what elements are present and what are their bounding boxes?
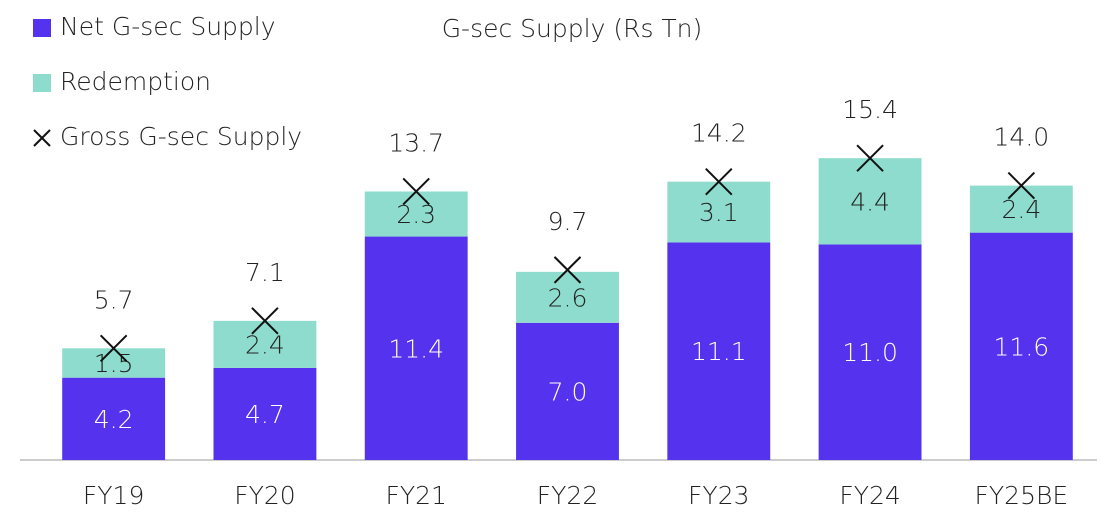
value-label: 9.7: [548, 207, 588, 236]
value-label: 1.5: [94, 349, 134, 378]
value-label: 13.7: [388, 128, 444, 157]
gross-marker: [1007, 171, 1036, 200]
bar-segment: [818, 158, 922, 245]
bar-segment: [667, 181, 771, 243]
value-label: 14.0: [994, 123, 1050, 152]
value-label: 11.6: [994, 332, 1050, 361]
value-label: 4.7: [245, 400, 285, 429]
chart-title: G-sec Supply (Rs Tn): [442, 14, 703, 43]
value-label: 11.1: [691, 337, 747, 366]
gross-marker: [99, 334, 128, 362]
bar-segment: [213, 367, 317, 460]
gross-marker: [402, 177, 430, 206]
bar-segment: [969, 232, 1073, 460]
legend-label: Redemption: [60, 67, 211, 96]
x-tick-label: FY19: [83, 481, 144, 510]
legend-marker: [33, 129, 51, 147]
bar-segment: [62, 377, 166, 460]
value-label: 14.2: [691, 119, 747, 148]
gross-marker: [705, 167, 733, 196]
value-label: 4.2: [94, 405, 134, 434]
value-label: 15.4: [842, 95, 898, 124]
legend-label: Net G-sec Supply: [60, 12, 276, 41]
bar-segment: [213, 320, 317, 368]
legend-label: Gross G-sec Supply: [60, 122, 302, 151]
legend-swatch: [33, 19, 51, 37]
bar-segment: [364, 191, 468, 237]
x-tick-label: FY21: [385, 481, 446, 510]
x-tick-label: FY20: [234, 481, 295, 510]
legend-swatch: [33, 74, 51, 92]
bar-segment: [516, 322, 619, 460]
bar-segment: [364, 236, 468, 460]
bar-segment: [969, 185, 1073, 233]
value-label: 3.1: [699, 198, 739, 227]
value-label: 2.4: [245, 330, 285, 359]
x-tick-label: FY23: [688, 481, 749, 510]
value-label: 11.4: [388, 334, 444, 363]
value-label: 5.7: [94, 285, 134, 314]
bar-segment: [667, 242, 771, 460]
x-tick-label: FY22: [537, 481, 598, 510]
value-label: 2.3: [396, 200, 436, 229]
bar-segment: [818, 244, 922, 460]
x-tick-label: FY25BE: [975, 481, 1069, 510]
value-label: 4.4: [850, 187, 890, 216]
bar-segment: [62, 348, 166, 378]
gross-marker: [251, 307, 279, 335]
value-label: 2.6: [548, 283, 588, 312]
x-tick-label: FY24: [839, 481, 900, 510]
value-label: 11.0: [842, 338, 898, 367]
bar-segment: [516, 271, 619, 323]
value-label: 7.0: [548, 377, 588, 406]
gross-marker: [553, 256, 582, 284]
value-label: 2.4: [1001, 195, 1041, 224]
gross-marker: [856, 144, 884, 172]
value-label: 7.1: [245, 258, 285, 287]
